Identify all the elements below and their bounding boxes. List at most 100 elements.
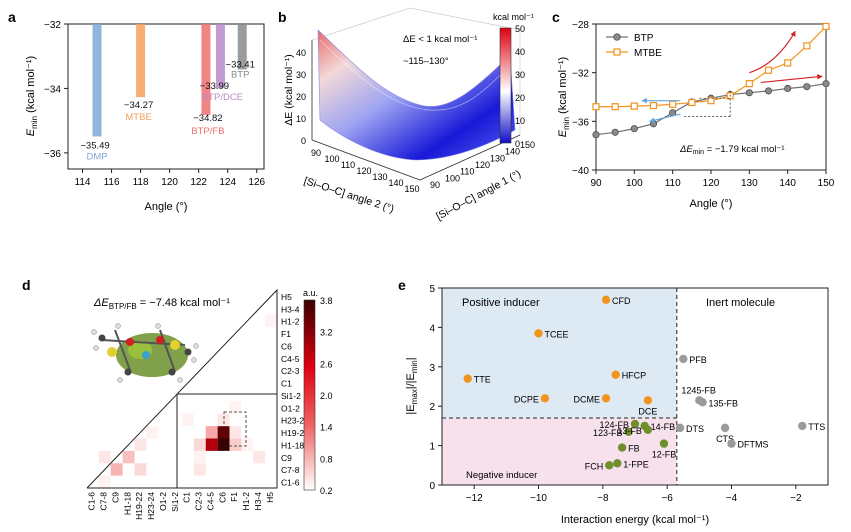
panel-c-legend: BTP MTBE [606,33,662,59]
panel-a-xtick-label: 118 [133,177,149,188]
panel-b-colorbar-tick: 0 [515,139,520,149]
panel-b-ytick-label: 150 [520,140,535,150]
bar-btp-dce [215,24,225,89]
panel-d-highlight-box [223,411,247,447]
panel-a-frame [67,23,265,170]
panel-b-colorbar-tick: 30 [515,70,525,80]
point-label: DTS [686,424,704,434]
heatmap-col-label: H1-2 [241,492,251,511]
point-label: 124-FB [599,420,629,430]
bar-mtbe [136,24,146,98]
point-label: 12-FB [652,450,677,460]
panel-c-label: c [552,9,560,25]
heatmap-cell [182,413,194,427]
heatmap-col-label: C7-8 [99,492,109,511]
heatmap-row-label: H1-2 [281,317,300,327]
series-point-mtbe [784,59,792,67]
heatmap-cell [229,426,242,439]
panel-a-xtick-label: 122 [190,177,207,188]
panel-c-xtick-label: 90 [590,178,602,189]
point-label: DFTMS [738,440,769,450]
series-point-btp [649,120,658,128]
point-label: DCE [638,406,657,416]
heatmap-cell [217,438,230,451]
panel-d-colorbar-tick: 3.8 [320,296,333,306]
series-point-mtbe [630,102,638,110]
panel-b-colorbar-title: kcal mol⁻¹ [493,12,534,22]
molecule-atom-c-3 [124,368,132,376]
bar-name-label: MTBE [125,112,151,123]
molecule-atom-c-2 [184,348,192,356]
bar-btp [237,24,247,70]
series-point-btp [611,128,619,136]
heatmap-col-label: C6 [217,492,227,503]
panel-e-regions [442,288,678,485]
molecule-atom-o-2 [156,336,164,344]
panel-b-xtick-label: 140 [388,178,403,188]
series-point-mtbe [707,97,715,105]
point-cfd [601,295,611,305]
heatmap-cell [193,438,206,451]
legend-btp-label: BTP [634,33,654,44]
point-123-fb [624,427,633,437]
legend-mtbe-label: MTBE [634,48,662,59]
panel-d-triangle [86,288,278,489]
series-point-btp [592,131,600,139]
panel-e-xtick-label: −12 [466,493,483,504]
panel-b-xtick-label: 110 [341,160,355,170]
point-1-fpe [613,459,622,468]
panel-b-xtick-label: 120 [356,166,371,176]
panel-b-axis-angle2 [311,139,421,181]
heatmap-col-label: Si1-2 [170,492,180,512]
bar-value-label: −34.27 [124,100,153,111]
heatmap-col-label: C1 [182,492,192,503]
point-tts [798,421,807,431]
heatmap-col-label: H23-24 [146,492,156,520]
panel-e-xtick-label: −2 [790,493,802,504]
heatmap-cell [217,413,230,427]
panel-e-region-negative: Negative inducer [466,470,537,481]
panel-e-xlabel: Interaction energy (kcal mol⁻¹) [561,514,709,526]
molecule-atom-si-1 [107,347,117,357]
panel-a-ylabel: Emin (kcal mol⁻¹) [25,56,39,136]
panel-c-axes: 90 100 110 120 130 140 150 −28 −32 −36 −40 [572,20,835,189]
panel-c-xtick-label: 130 [741,178,758,189]
panel-a-xtick-label: 116 [104,177,120,188]
molecule-atom-h-4 [191,357,197,363]
panel-c-series [592,22,830,139]
point-label: 135-FB [709,398,739,408]
molecule-atom-h-7 [115,323,121,329]
panel-a-ytick-label: −34 [44,84,61,95]
point-dce [643,396,653,405]
series-point-btp [630,125,638,133]
red-arrow-right [760,74,823,83]
point-label: FCH [585,461,604,471]
panel-a-ytick-label: −36 [44,149,61,160]
point-pfb [679,354,688,364]
series-point-mtbe [803,42,811,50]
bar-name-label: BTP/FB [191,126,224,137]
point-tcee [534,329,543,338]
point-label: 1245-FB [681,385,716,395]
panel-e-points: CFD TCEE TTE HFCP DCPE DCME DCE PFB 1245-FB 135-F… [463,295,825,471]
panel-a-xtick-label: 126 [248,177,265,188]
panel-c-xtick-label: 100 [626,178,643,189]
panel-b-xtick-label: 150 [404,184,419,194]
molecule-atom-h-1 [91,329,97,335]
heatmap-col-label: C9 [110,492,120,503]
heatmap-cell [193,450,206,464]
panel-b-ytick-label: 140 [505,147,520,157]
molecule-atom-o-1 [126,338,134,346]
heatmap-col-label: C1-6 [87,492,97,511]
point-fb [617,443,627,452]
panel-c-ylabel: Emin (kcal mol⁻¹) [557,57,571,137]
panel-b-colorbar-ticks: 50 40 30 20 10 0 [515,24,525,149]
panel-a-ytick-label: −32 [44,20,61,31]
heatmap-row-label: C2-3 [281,366,300,376]
panel-e-axes: −12 −10 −8 −6 −4 −2 0 1 2 3 4 5 [429,284,802,504]
panel-e-ylabel: |Emax|/|Emin| [405,357,419,414]
heatmap-col-label: C4-5 [205,492,215,511]
panel-b-box-top-right [409,7,521,31]
panel-b-ztick-label: 0 [301,136,306,146]
